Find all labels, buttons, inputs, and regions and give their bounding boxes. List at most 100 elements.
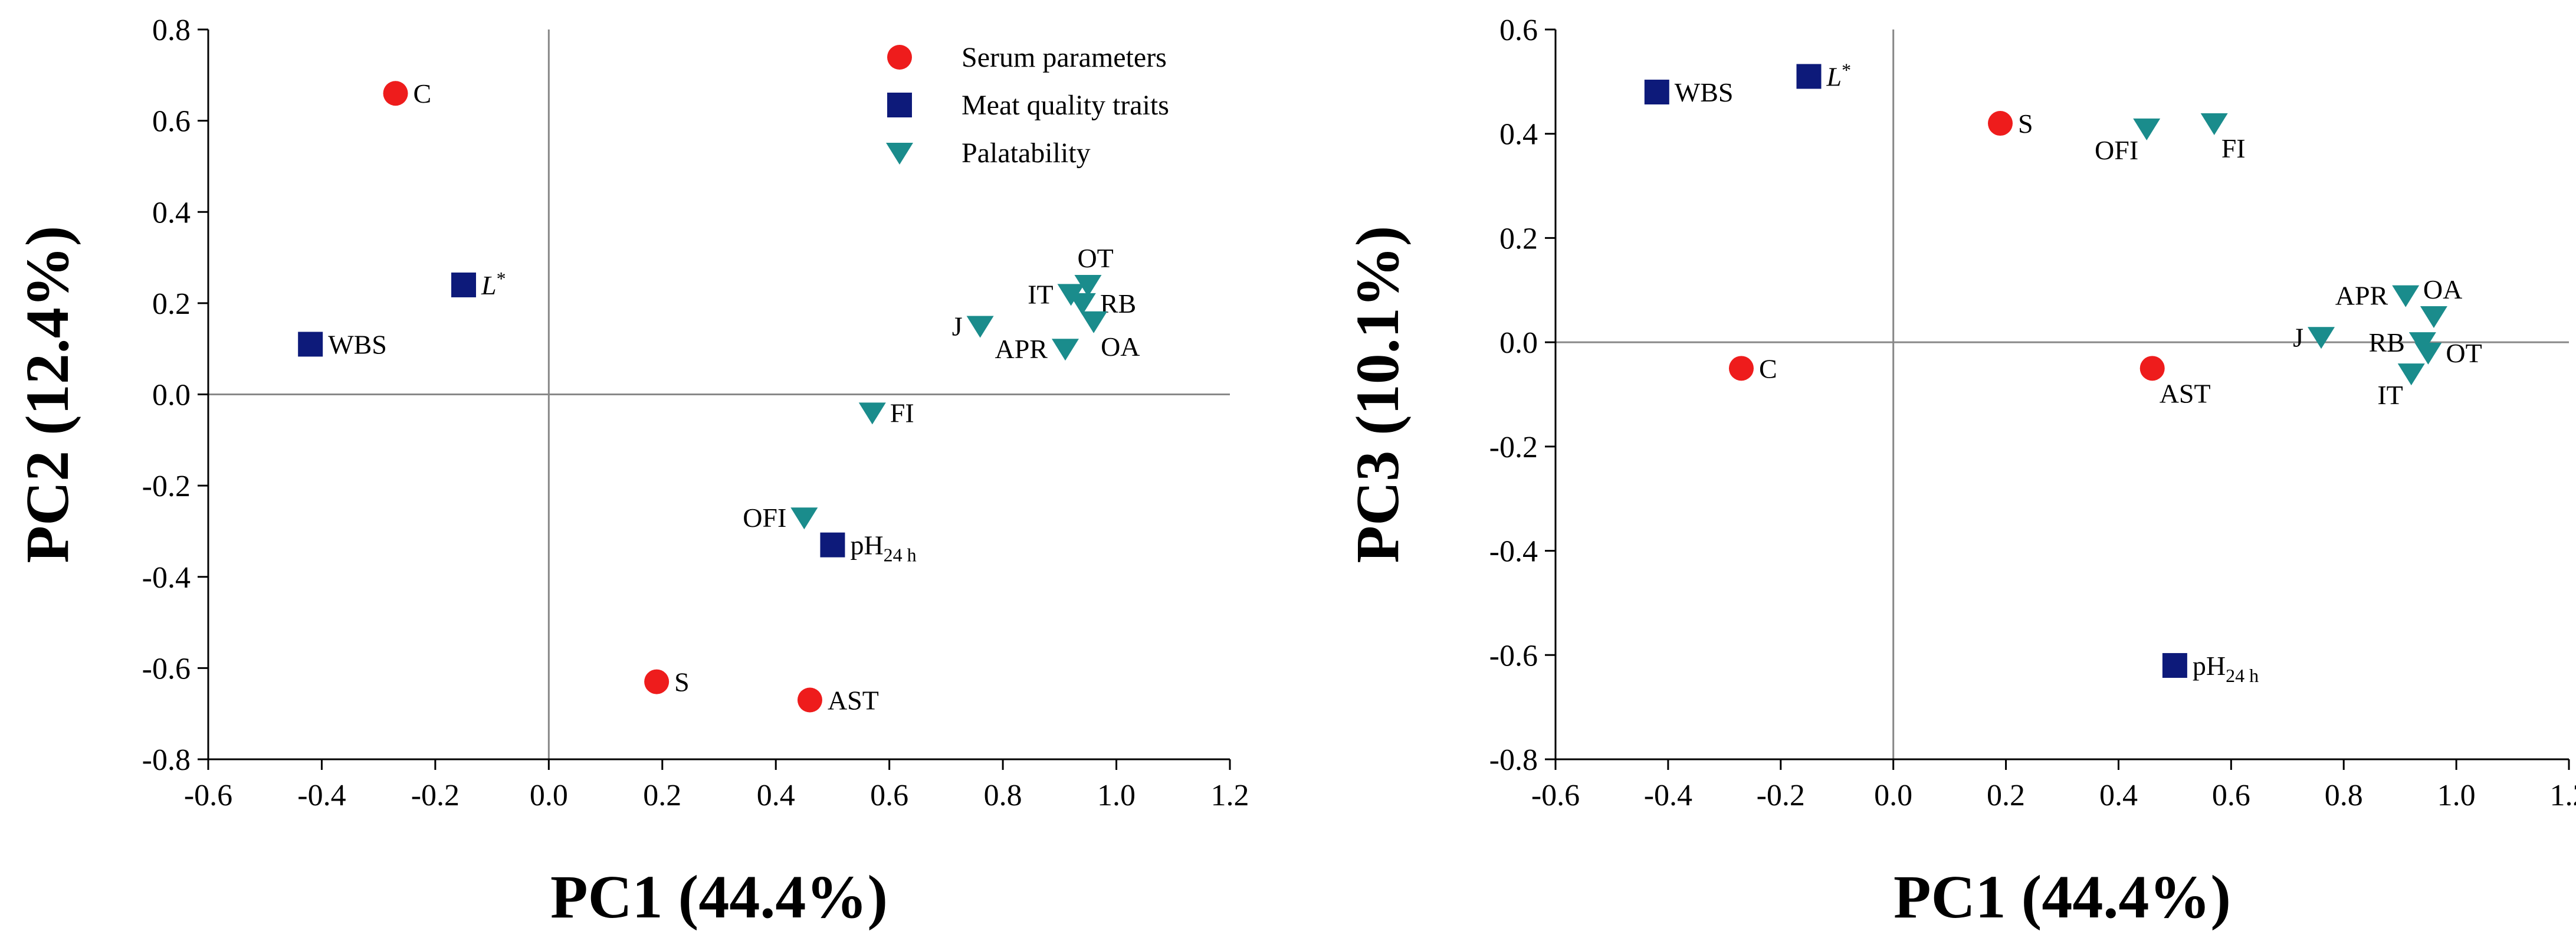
point-label: RB <box>1100 288 1136 319</box>
point-label: OFI <box>2095 135 2138 165</box>
data-point-marker <box>1051 339 1079 361</box>
point-label: IT <box>2377 380 2403 410</box>
point-label: OT <box>1077 243 1113 273</box>
point-label: OA <box>2423 274 2462 304</box>
point-label: pH24 h <box>850 530 916 566</box>
data-point: AST <box>797 685 879 715</box>
x-tick-label: 0.6 <box>2212 779 2250 812</box>
point-label: WBS <box>328 329 387 359</box>
data-point: L* <box>1796 60 1852 92</box>
point-label: OT <box>2446 338 2482 368</box>
data-point-marker <box>1988 111 2013 136</box>
point-label: L* <box>1826 60 1852 92</box>
data-point: OT <box>2414 338 2482 368</box>
data-point: S <box>1988 109 2033 139</box>
x-tick-label: 0.6 <box>870 779 908 812</box>
x-axis-title: PC1 (44.4%) <box>1894 863 2231 931</box>
x-tick-label: 0.0 <box>530 779 568 812</box>
data-point: OA <box>1080 311 1140 362</box>
data-point-marker <box>644 669 670 694</box>
data-point-marker <box>2200 113 2228 136</box>
data-point-marker <box>1080 311 1108 333</box>
data-point: OFI <box>2095 118 2161 165</box>
data-point: APR <box>995 334 1079 364</box>
x-tick-label: -0.6 <box>1531 779 1580 812</box>
data-point-marker <box>2133 118 2161 140</box>
data-point: OA <box>2420 274 2462 328</box>
point-label: FI <box>2221 133 2246 163</box>
x-tick-label: 0.4 <box>2099 779 2138 812</box>
y-axis-title: PC2 (12.4%) <box>14 226 81 563</box>
point-label: OA <box>1101 332 1140 362</box>
y-tick-label: -0.8 <box>142 743 191 777</box>
data-point: OT <box>1074 243 1114 297</box>
y-tick-label: 0.2 <box>152 287 191 321</box>
x-tick-label: 0.8 <box>2325 779 2363 812</box>
legend-marker <box>887 45 912 70</box>
data-point-marker <box>2139 356 2165 381</box>
data-point-marker <box>2420 306 2447 328</box>
data-point: C <box>1728 353 1777 383</box>
y-tick-label: 0.4 <box>152 196 191 229</box>
point-label: C <box>1759 353 1777 383</box>
pca-panel-1: -0.6 -0.4 -0.2 0.0 0.2 0.4 0.6 0.8 1.0 1.2-0.8-0.… <box>14 14 1249 931</box>
data-point-marker <box>790 507 818 530</box>
point-label: pH24 h <box>2193 651 2259 686</box>
point-label: C <box>414 78 432 109</box>
data-point-marker <box>1796 64 1822 89</box>
data-point-marker <box>2392 285 2420 307</box>
x-tick-label: 0.2 <box>1987 779 2025 812</box>
data-point: APR <box>2335 281 2420 311</box>
data-point: pH24 h <box>820 530 917 566</box>
y-tick-label: -0.4 <box>142 561 191 595</box>
data-point: C <box>383 78 432 109</box>
x-tick-label: -0.4 <box>297 779 346 812</box>
point-label: J <box>952 312 963 342</box>
y-tick-label: -0.2 <box>1489 431 1538 464</box>
y-tick-label: -0.6 <box>1489 639 1538 673</box>
data-point-marker <box>858 402 886 425</box>
data-point-marker <box>2414 342 2442 365</box>
y-tick-label: 0.0 <box>1499 326 1538 360</box>
legend-item-palatability: Palatability <box>886 137 1091 169</box>
y-tick-label: 0.8 <box>152 14 191 47</box>
legend-marker <box>887 93 912 117</box>
data-point-marker <box>1728 356 1754 381</box>
data-point: RB <box>1068 288 1136 319</box>
x-tick-label: 1.0 <box>2437 779 2476 812</box>
y-tick-label: -0.6 <box>142 652 191 686</box>
point-label: OFI <box>743 503 786 533</box>
legend-label: Meat quality traits <box>962 90 1169 121</box>
point-label: J <box>2293 322 2303 352</box>
data-point-marker <box>820 532 845 558</box>
legend-label: Palatability <box>962 137 1091 169</box>
data-point-marker <box>966 316 994 338</box>
data-point-marker <box>1644 80 1669 105</box>
point-label: L* <box>481 268 506 300</box>
data-point-marker <box>383 81 408 106</box>
x-tick-label: 0.4 <box>757 779 795 812</box>
x-tick-label: 0.0 <box>1874 779 1912 812</box>
data-point: L* <box>451 268 506 300</box>
y-tick-label: 0.2 <box>1499 222 1538 255</box>
data-point: FI <box>2200 113 2246 163</box>
x-axis-title: PC1 (44.4%) <box>550 863 888 931</box>
data-point-marker <box>797 687 822 713</box>
legend: Serum parameters Meat quality traits Palat… <box>886 42 1169 169</box>
data-point-marker <box>2308 327 2335 349</box>
x-tick-label: -0.2 <box>1757 779 1805 812</box>
point-label: AST <box>828 685 879 715</box>
x-tick-label: 0.2 <box>643 779 681 812</box>
legend-label: Serum parameters <box>962 42 1167 73</box>
x-tick-label: -0.4 <box>1644 779 1692 812</box>
point-label: AST <box>2160 378 2211 408</box>
y-tick-label: 0.6 <box>1499 14 1538 47</box>
x-tick-label: -0.6 <box>184 779 232 812</box>
data-point: IT <box>2377 363 2425 410</box>
y-tick-label: -0.4 <box>1489 535 1538 569</box>
x-tick-label: 1.2 <box>1211 779 1249 812</box>
x-tick-label: 1.2 <box>2550 779 2576 812</box>
data-point: S <box>644 667 690 697</box>
legend-item-serum: Serum parameters <box>887 42 1167 73</box>
